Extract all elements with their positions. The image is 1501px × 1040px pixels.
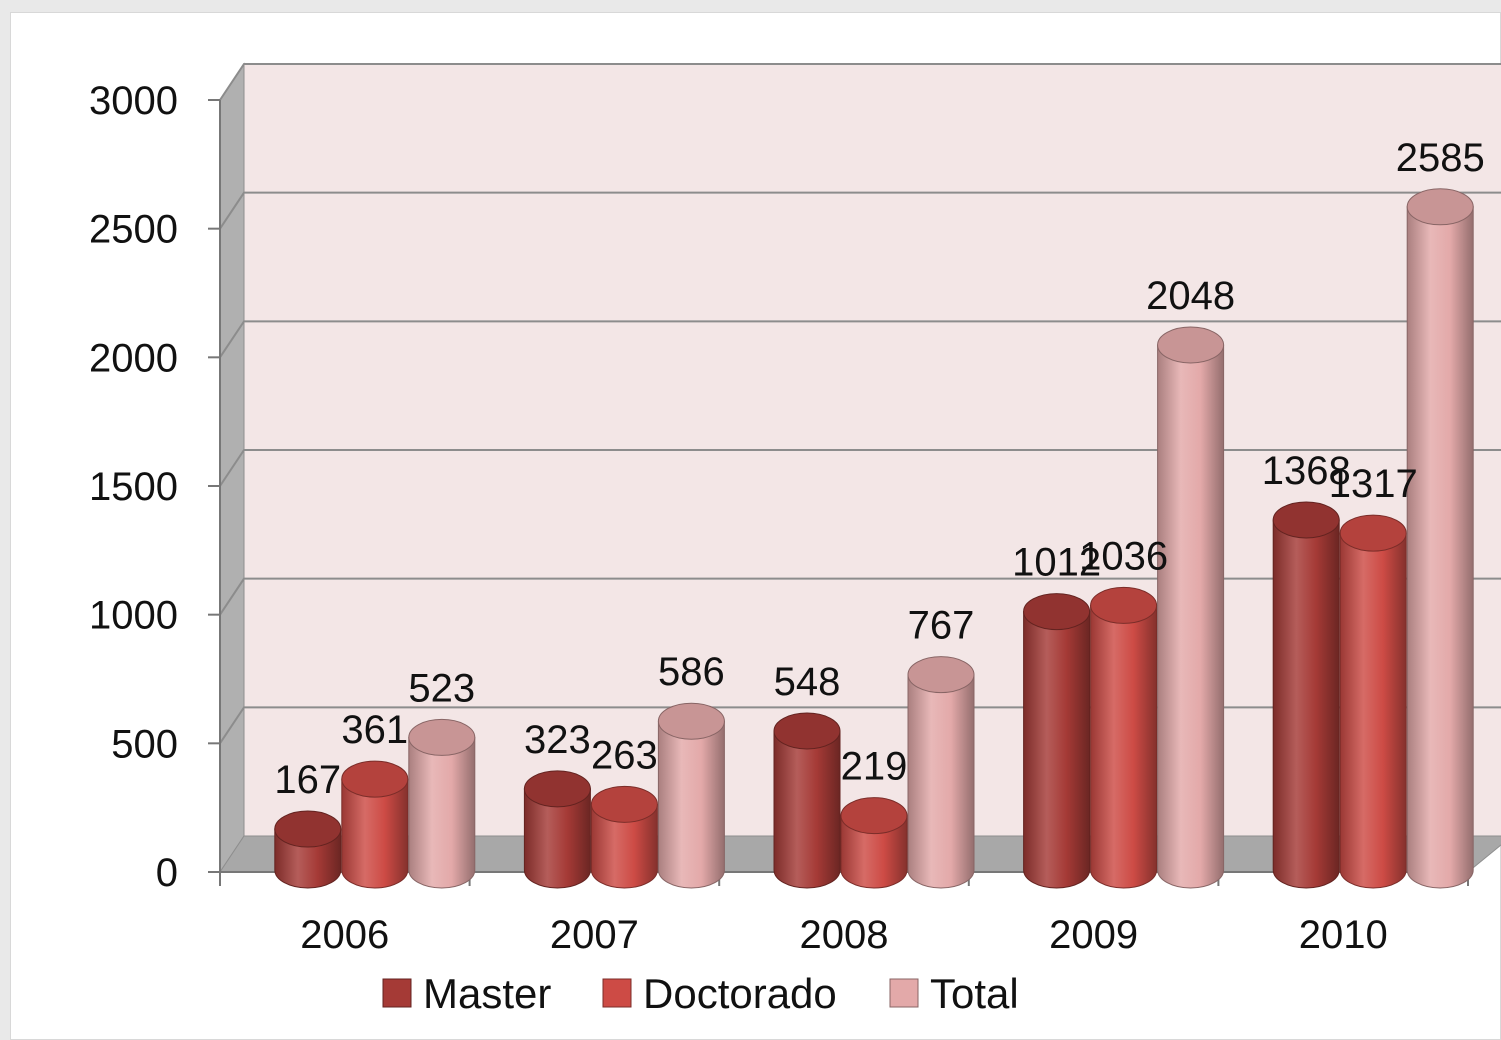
x-tick-label: 2007 bbox=[550, 913, 639, 957]
bar-master-2010 bbox=[1272, 501, 1340, 889]
bar-top bbox=[773, 712, 841, 750]
bar-top bbox=[1157, 326, 1225, 364]
legend-swatch-total bbox=[889, 978, 919, 1008]
bar-master-2008 bbox=[773, 712, 841, 889]
bar-top bbox=[840, 797, 908, 835]
x-tick-label: 2010 bbox=[1299, 913, 1388, 957]
data-label: 1036 bbox=[1079, 534, 1168, 578]
bar-top bbox=[907, 656, 975, 694]
bar-doctorado-2006 bbox=[341, 760, 409, 889]
bar-total-2010 bbox=[1406, 188, 1474, 889]
y-tick-label: 1000 bbox=[89, 594, 178, 638]
bar-master-2007 bbox=[523, 770, 591, 889]
data-label: 523 bbox=[408, 666, 475, 710]
data-label: 586 bbox=[658, 650, 725, 694]
bar-total-2008 bbox=[907, 656, 975, 889]
data-label: 548 bbox=[774, 660, 841, 704]
gridline bbox=[219, 320, 1501, 358]
gridline bbox=[219, 63, 1501, 101]
data-label: 767 bbox=[908, 604, 975, 648]
y-tick-label: 2000 bbox=[89, 336, 178, 380]
bar-top bbox=[1406, 188, 1474, 226]
bar-total-2009 bbox=[1157, 326, 1225, 889]
gridline bbox=[219, 577, 1501, 616]
bar-top bbox=[1272, 501, 1340, 539]
bar-top bbox=[408, 718, 476, 756]
y-tick-label: 0 bbox=[156, 851, 178, 895]
data-label: 2048 bbox=[1146, 274, 1235, 318]
data-label: 1012 bbox=[1012, 541, 1101, 585]
bar-top bbox=[590, 785, 658, 823]
data-label: 219 bbox=[841, 745, 908, 789]
bar-doctorado-2010 bbox=[1339, 514, 1407, 889]
legend: Master Doctorado Total bbox=[382, 970, 1019, 1017]
bar-doctorado-2009 bbox=[1090, 586, 1158, 889]
bars bbox=[274, 188, 1474, 889]
x-tick-label: 2008 bbox=[800, 913, 889, 957]
x-tick-label: 2009 bbox=[1049, 913, 1138, 957]
legend-label-master: Master bbox=[423, 970, 551, 1017]
bar-doctorado-2008 bbox=[840, 797, 908, 889]
bar-top bbox=[274, 810, 342, 848]
gridline bbox=[219, 449, 1501, 487]
bar-master-2006 bbox=[274, 810, 342, 889]
gridline bbox=[219, 191, 1501, 230]
legend-label-doctorado: Doctorado bbox=[643, 970, 837, 1017]
data-label: 1317 bbox=[1329, 462, 1418, 506]
axes: 0 500 1000 1500 2000 2500 3000 2006 2007 2008 2009… bbox=[89, 79, 1469, 957]
y-tick-label: 3000 bbox=[89, 79, 178, 123]
bar-master-2009 bbox=[1023, 593, 1091, 889]
y-tick-label: 2500 bbox=[89, 208, 178, 252]
data-label: 361 bbox=[341, 708, 408, 752]
bar-total-2006 bbox=[408, 718, 476, 889]
legend-swatch-master bbox=[382, 978, 412, 1008]
data-label: 2585 bbox=[1396, 136, 1485, 180]
bar-top bbox=[341, 760, 409, 798]
bar-top bbox=[523, 770, 591, 808]
bar-total-2007 bbox=[657, 702, 725, 889]
y-tick-label: 1500 bbox=[89, 465, 178, 509]
legend-label-total: Total bbox=[930, 970, 1019, 1017]
x-tick-label: 2006 bbox=[300, 913, 389, 957]
bar-top bbox=[1023, 593, 1091, 631]
bar-top bbox=[657, 702, 725, 740]
data-label: 167 bbox=[274, 758, 341, 802]
data-label: 263 bbox=[591, 733, 658, 777]
legend-swatch-doctorado bbox=[602, 978, 632, 1008]
bar-top bbox=[1090, 586, 1158, 624]
bar-doctorado-2007 bbox=[590, 785, 658, 889]
bar-top bbox=[1339, 514, 1407, 552]
data-label: 1368 bbox=[1262, 449, 1351, 493]
data-label: 323 bbox=[524, 718, 591, 762]
y-tick-label: 500 bbox=[111, 722, 178, 766]
